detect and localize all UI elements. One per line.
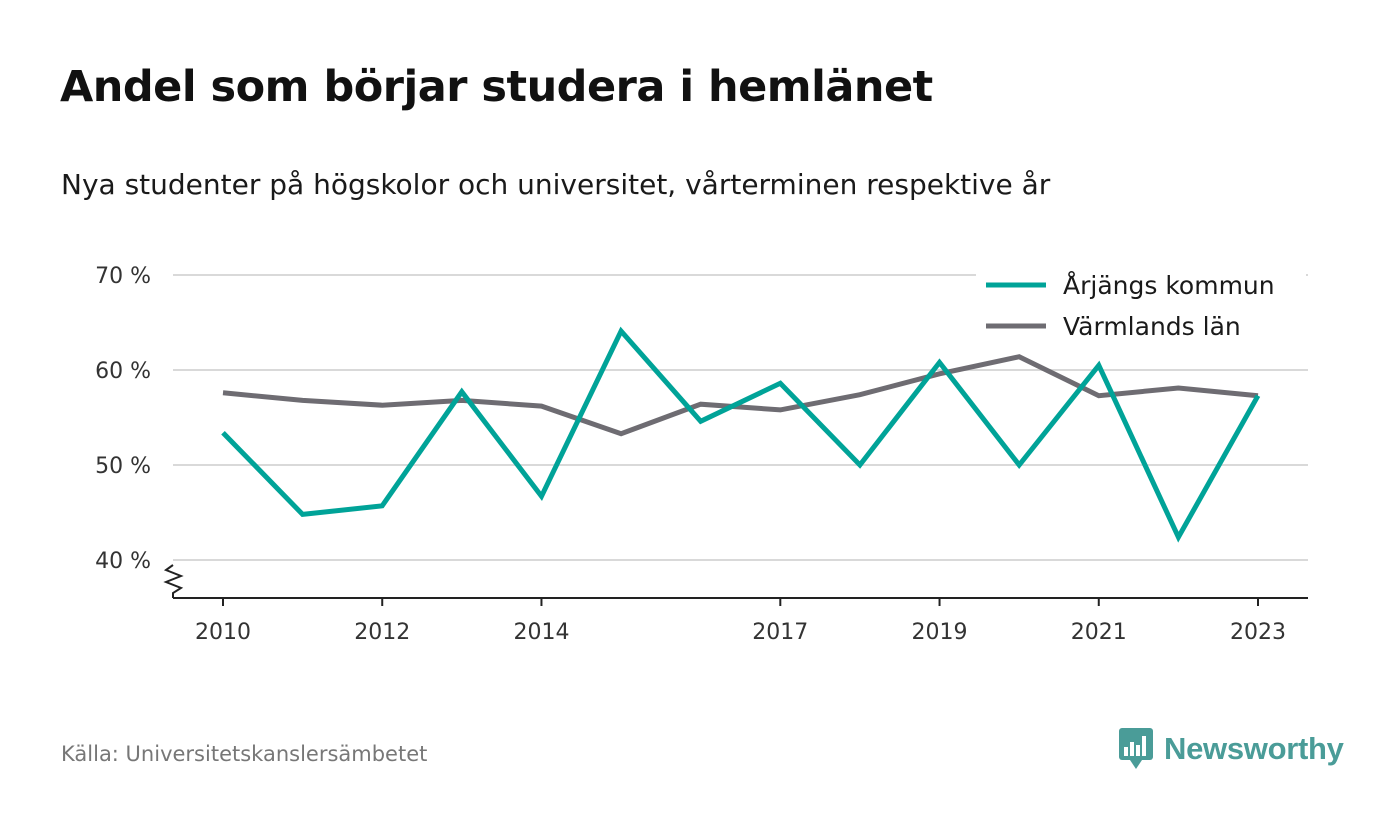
x-tick-label: 2023: [1230, 620, 1286, 645]
series-line-arjangs-kommun: [221, 326, 1261, 543]
brand-logo: Newsworthy: [1118, 727, 1344, 771]
y-tick-label: 70 %: [95, 264, 151, 289]
y-axis-ticks: 40 % 50 % 60 % 70 %: [95, 264, 151, 574]
chart-subtitle: Nya studenter på högskolor och universit…: [61, 168, 1051, 201]
x-tick-label: 2012: [354, 620, 410, 645]
legend-label: Årjängs kommun: [1063, 271, 1275, 300]
y-axis-break-marker: [163, 564, 184, 598]
series-line-varmlands-lan: [222, 354, 1259, 437]
chart-title: Andel som börjar studera i hemlänet: [60, 62, 933, 112]
x-tick-label: 2017: [752, 620, 808, 645]
x-tick-label: 2019: [912, 620, 968, 645]
legend-background: [976, 264, 1306, 350]
y-tick-label: 50 %: [95, 454, 151, 479]
x-axis-ticks: 2010 2012 2014 2017 2019 2021 2023: [195, 598, 1286, 645]
legend-label: Värmlands län: [1063, 312, 1241, 341]
series-lines: [221, 326, 1261, 543]
x-tick-label: 2014: [513, 620, 569, 645]
source-note: Källa: Universitetskanslersämbetet: [61, 742, 428, 766]
x-tick-label: 2021: [1071, 620, 1127, 645]
brand-name: Newsworthy: [1164, 731, 1344, 766]
y-tick-label: 60 %: [95, 359, 151, 384]
x-tick-label: 2010: [195, 620, 251, 645]
y-tick-label: 40 %: [95, 549, 151, 574]
legend: Årjängs kommun Värmlands län: [976, 264, 1306, 350]
newsworthy-logo-icon: [1119, 728, 1153, 769]
x-axis: [163, 564, 1308, 599]
